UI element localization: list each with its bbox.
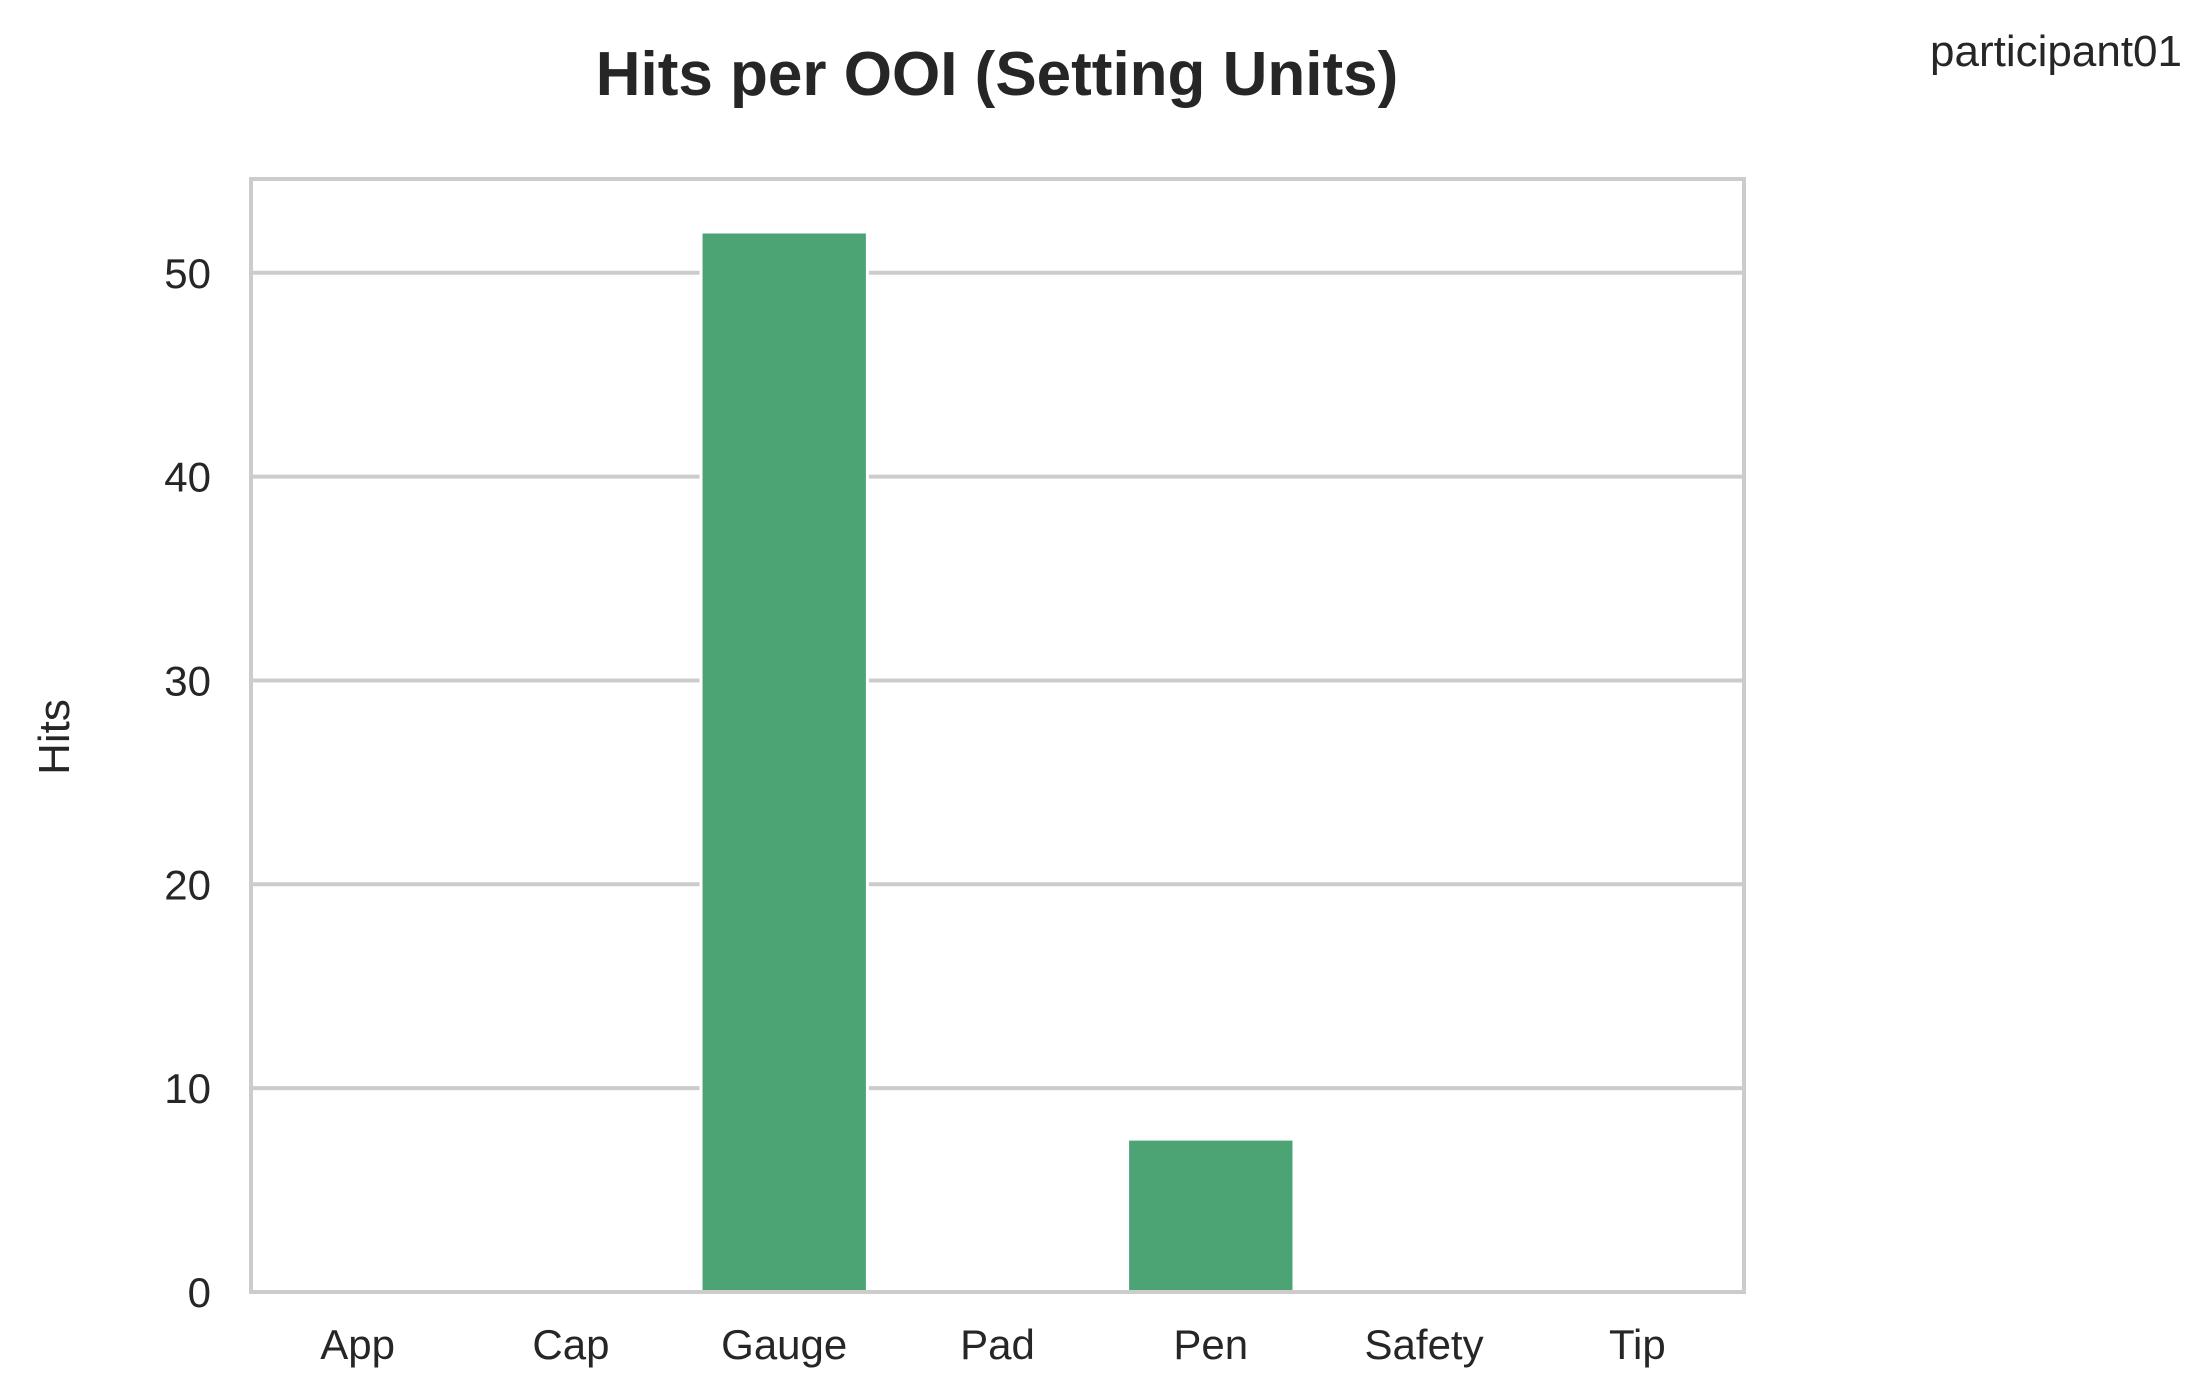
plot-frame [249,177,1746,1294]
bar-gauge [699,230,869,1294]
y-tick-label: 10 [164,1065,211,1112]
x-tick-label-pad: Pad [960,1321,1035,1368]
bar-pen [1126,1137,1296,1294]
x-tick-label-gauge: Gauge [721,1321,847,1368]
x-tick-label-app: App [320,1321,395,1368]
chart-title: Hits per OOI (Setting Units) [596,40,1399,109]
participant-label: participant01 [1930,27,2182,76]
y-tick-label: 50 [164,250,211,297]
grid-layer [251,270,1744,1091]
x-tick-label-cap: Cap [532,1321,609,1368]
bar-layer [699,230,1296,1294]
x-tick-label-tip: Tip [1609,1321,1666,1368]
y-tick-label: 20 [164,861,211,908]
y-tick-labels: 0 10 20 30 40 50 [164,250,211,1316]
y-axis-label: Hits [30,699,79,775]
y-tick-label: 40 [164,454,211,501]
x-tick-label-safety: Safety [1365,1321,1484,1368]
y-tick-label: 30 [164,657,211,704]
x-tick-labels: App Cap Gauge Pad Pen Safety Tip [320,1321,1665,1368]
x-tick-label-pen: Pen [1173,1321,1248,1368]
y-tick-label: 0 [188,1269,211,1316]
